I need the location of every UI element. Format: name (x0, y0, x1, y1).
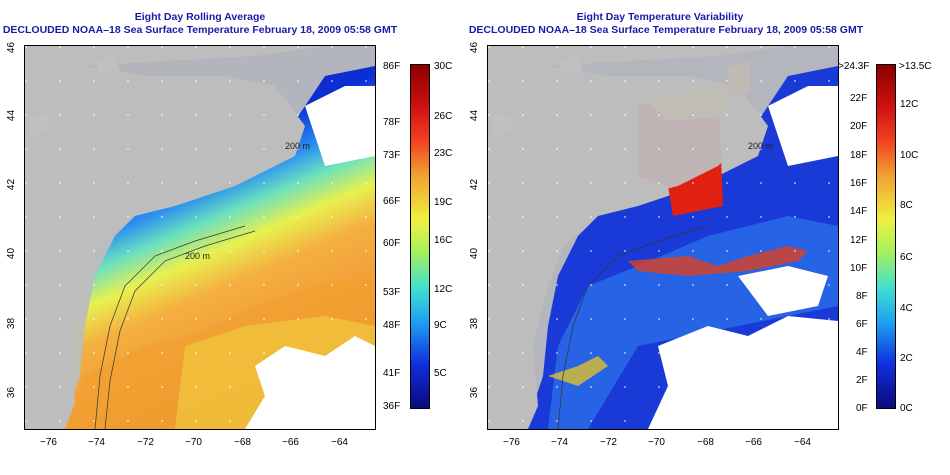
colorbar-f-label: 12F (850, 235, 868, 246)
x-tick-label: −64 (794, 437, 811, 448)
contour-label: 200 m (285, 141, 311, 151)
colorbar-c-label: 6C (900, 252, 913, 263)
colorbar-c-label: 0C (900, 403, 913, 414)
colorbar-f-label: 41F (383, 368, 401, 379)
colorbar-f-label: 6F (856, 319, 868, 330)
y-tick-label: 42 (469, 178, 481, 191)
y-tick-label: 46 (469, 41, 481, 54)
colorbar-f-label: 78F (383, 117, 401, 128)
colorbar-f-label: 10F (850, 263, 868, 274)
contour-label: 200 m (748, 141, 774, 151)
contour-label: 200 m (185, 251, 211, 261)
x-tick-label: −68 (234, 437, 251, 448)
left-title-line1: Eight Day Rolling Average (134, 11, 266, 23)
colorbar-f-label: 53F (383, 287, 401, 298)
x-tick-label: −74 (88, 437, 105, 448)
colorbar-f-label: 16F (850, 178, 868, 189)
y-tick-label: 36 (469, 386, 481, 399)
x-tick-label: −70 (185, 437, 202, 448)
x-tick-label: −76 (40, 437, 57, 448)
colorbar-c-label: 23C (434, 148, 453, 159)
y-tick-label: 38 (469, 317, 481, 330)
x-tick-label: −72 (137, 437, 154, 448)
x-tick-label: −74 (551, 437, 568, 448)
colorbar-f-label: 73F (383, 150, 401, 161)
colorbar-f-label: 86F (383, 61, 401, 72)
colorbar-c-label: 30C (434, 61, 453, 72)
left-title-line2: DECLOUDED NOAA–18 Sea Surface Temperatur… (2, 24, 398, 36)
colorbar-c-label: 5C (434, 368, 447, 379)
y-tick-label: 36 (6, 386, 18, 399)
x-tick-label: −66 (745, 437, 762, 448)
colorbar-c-label: 8C (900, 200, 913, 211)
y-tick-label: 46 (6, 41, 18, 54)
colorbar-c-label: >13.5C (899, 61, 932, 72)
colorbar-f-label: 22F (850, 93, 868, 104)
right-colorbar (876, 64, 896, 409)
colorbar-f-label: 4F (856, 347, 868, 358)
colorbar-c-label: 4C (900, 303, 913, 314)
colorbar-f-label: >24.3F (838, 61, 870, 72)
colorbar-f-label: 36F (383, 401, 401, 412)
colorbar-c-label: 19C (434, 197, 453, 208)
x-tick-label: −64 (331, 437, 348, 448)
colorbar-c-label: 26C (434, 111, 453, 122)
right-variability-map: 200 m (487, 45, 839, 430)
y-tick-label: 40 (6, 247, 18, 260)
y-tick-label: 40 (469, 247, 481, 260)
colorbar-c-label: 12C (434, 284, 453, 295)
colorbar-f-label: 8F (856, 291, 868, 302)
y-tick-label: 44 (6, 109, 18, 122)
colorbar-f-label: 18F (850, 150, 868, 161)
x-tick-label: −76 (503, 437, 520, 448)
colorbar-c-label: 12C (900, 99, 919, 110)
left-colorbar (410, 64, 430, 409)
colorbar-f-label: 48F (383, 320, 401, 331)
colorbar-f-label: 66F (383, 196, 401, 207)
y-tick-label: 42 (6, 178, 18, 191)
right-title-line1: Eight Day Temperature Variability (576, 11, 744, 23)
x-tick-label: −70 (648, 437, 665, 448)
y-tick-label: 44 (469, 109, 481, 122)
colorbar-f-label: 0F (856, 403, 868, 414)
colorbar-f-label: 20F (850, 121, 868, 132)
x-tick-label: −72 (600, 437, 617, 448)
y-tick-label: 38 (6, 317, 18, 330)
colorbar-c-label: 10C (900, 150, 919, 161)
colorbar-f-label: 60F (383, 238, 401, 249)
x-tick-label: −68 (697, 437, 714, 448)
right-title-line2: DECLOUDED NOAA–18 Sea Surface Temperatur… (468, 24, 864, 36)
left-sst-map: 200 m 200 m (24, 45, 376, 430)
colorbar-f-label: 14F (850, 206, 868, 217)
x-tick-label: −66 (282, 437, 299, 448)
colorbar-c-label: 2C (900, 353, 913, 364)
colorbar-f-label: 2F (856, 375, 868, 386)
colorbar-c-label: 9C (434, 320, 447, 331)
colorbar-c-label: 16C (434, 235, 453, 246)
